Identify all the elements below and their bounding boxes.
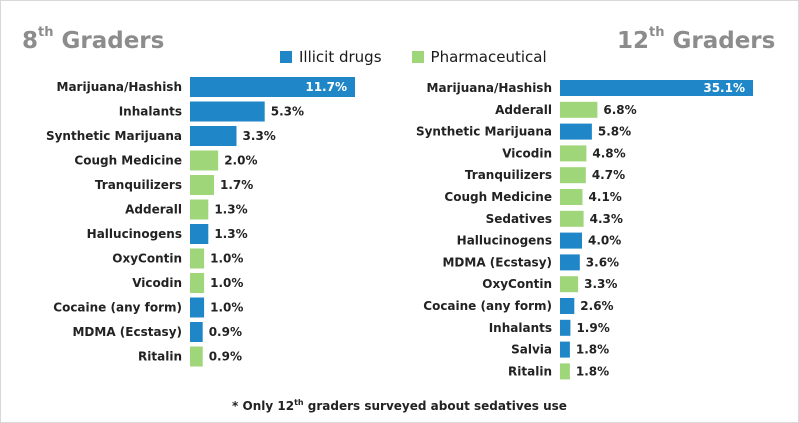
bar-8th-9 [190, 297, 205, 318]
value-label: 4.0% [588, 234, 621, 248]
bar-12th-0 [560, 80, 753, 96]
value-label: 5.3% [271, 105, 304, 119]
bar-12th-12 [560, 341, 570, 358]
category-label: MDMA (Ecstasy) [72, 325, 182, 339]
bar-12th-11 [560, 319, 571, 336]
category-label: Tranquilizers [95, 178, 182, 192]
bar-12th-4 [560, 167, 586, 184]
legend-label-pharma: Pharmaceutical [430, 48, 547, 66]
value-label: 3.3% [243, 129, 276, 143]
category-label: Marijuana/Hashish [427, 81, 552, 95]
bar-12th-3 [560, 145, 587, 162]
bar-12th-2 [560, 123, 592, 140]
category-label: Vicodin [132, 276, 182, 290]
category-label: Vicodin [502, 146, 552, 160]
legend-label-illicit: Illicit drugs [299, 48, 382, 66]
category-label: Inhalants [489, 321, 552, 335]
category-label: Cocaine (any form) [53, 301, 182, 315]
value-label: 0.9% [209, 325, 242, 339]
legend: Illicit drugs Pharmaceutical [280, 48, 577, 66]
category-label: Adderall [495, 103, 552, 117]
category-label: Salvia [511, 343, 552, 357]
bar-8th-7 [190, 248, 205, 269]
category-label: OxyContin [112, 252, 182, 266]
bar-8th-0 [190, 77, 355, 97]
value-label: 1.7% [220, 178, 253, 192]
category-label: Hallucinogens [87, 227, 182, 241]
bar-8th-6 [190, 224, 209, 244]
category-label: Hallucinogens [457, 234, 552, 248]
category-label: Cough Medicine [444, 190, 552, 204]
value-label: 4.8% [592, 146, 625, 160]
value-label: 0.9% [209, 350, 242, 364]
bar-8th-5 [190, 199, 209, 220]
category-label: Ritalin [508, 364, 552, 378]
category-label: Tranquilizers [465, 168, 552, 182]
value-label: 1.0% [210, 276, 243, 290]
bar-12th-1 [560, 101, 598, 118]
bar-12th-7 [560, 232, 582, 249]
value-label: 5.8% [598, 125, 631, 139]
bar-8th-8 [190, 273, 205, 293]
bar-12th-13 [560, 363, 570, 380]
value-label: 1.3% [214, 227, 247, 241]
legend-swatch-pharma [411, 51, 424, 63]
category-label: Sedatives [486, 212, 552, 226]
legend-entry-pharma: Pharmaceutical [411, 48, 547, 66]
bar-12th-10 [560, 298, 575, 314]
bar-8th-3 [190, 150, 219, 171]
value-label: 1.9% [576, 321, 609, 335]
value-label: 1.0% [210, 252, 243, 266]
category-label: Synthetic Marijuana [416, 125, 552, 139]
value-label: 1.3% [214, 203, 247, 217]
value-label: 1.8% [576, 364, 609, 378]
bar-12th-6 [560, 210, 584, 227]
legend-swatch-illicit [280, 51, 292, 63]
bar-8th-11 [190, 346, 203, 367]
value-label: 4.7% [592, 168, 625, 182]
right-panel-title: 12th Graders [617, 25, 776, 54]
footnote: * Only 12th graders surveyed about sedat… [232, 398, 567, 413]
value-label: 2.0% [224, 154, 257, 168]
value-label: 35.1% [703, 81, 745, 95]
value-label: 1.0% [210, 301, 243, 315]
category-label: Synthetic Marijuana [46, 129, 182, 143]
category-label: Marijuana/Hashish [57, 80, 182, 94]
category-label: Cocaine (any form) [423, 299, 552, 313]
value-label: 2.6% [580, 299, 613, 313]
legend-entry-illicit: Illicit drugs [280, 48, 382, 66]
bar-12th-5 [560, 189, 583, 205]
value-label: 4.1% [589, 190, 622, 204]
category-label: Adderall [125, 203, 182, 217]
bar-12th-8 [560, 254, 580, 271]
value-label: 4.3% [590, 212, 623, 226]
value-label: 6.8% [603, 103, 636, 117]
bar-8th-10 [190, 322, 203, 342]
left-panel-title: 8th Graders [22, 25, 165, 54]
category-label: Ritalin [138, 350, 182, 364]
value-label: 11.7% [305, 80, 347, 94]
value-label: 3.3% [584, 277, 617, 291]
value-label: 3.6% [586, 255, 619, 269]
category-label: MDMA (Ecstasy) [442, 255, 552, 269]
category-label: Cough Medicine [74, 154, 182, 168]
bar-8th-4 [190, 175, 214, 195]
category-label: Inhalants [119, 105, 182, 119]
category-label: OxyContin [482, 277, 552, 291]
bar-8th-2 [190, 126, 237, 146]
value-label: 1.8% [576, 343, 609, 357]
bar-8th-1 [190, 101, 265, 122]
bar-12th-9 [560, 276, 579, 293]
